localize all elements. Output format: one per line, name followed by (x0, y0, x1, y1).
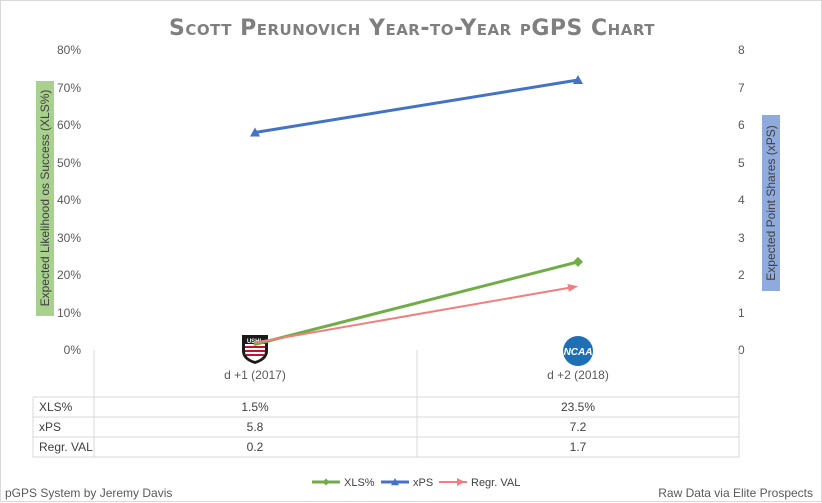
right-tick: 5 (738, 156, 745, 170)
legend-label-xls: XLS% (344, 477, 375, 489)
data-point-xls (573, 256, 583, 267)
left-tick: 80% (57, 43, 81, 57)
right-tick: 3 (738, 231, 745, 245)
table-cell: 5.8 (247, 420, 264, 434)
footer-credit-right: Raw Data via Elite Prospects (658, 486, 813, 500)
category-label: d +2 (2018) (547, 368, 609, 382)
left-tick: 60% (57, 118, 81, 132)
left-tick: 40% (57, 193, 81, 207)
right-tick: 0 (738, 343, 745, 357)
right-tick: 8 (738, 43, 745, 57)
left-y-ticks: 0% 10% 20% 30% 40% 50% 60% 70% 80% (57, 43, 81, 357)
left-tick: 20% (57, 268, 81, 282)
left-tick: 10% (57, 306, 81, 320)
table-cell: 0.2 (247, 440, 264, 454)
left-tick: 0% (64, 343, 82, 357)
table-row-label: XLS% (39, 400, 73, 414)
series-line-xps (253, 78, 580, 134)
data-table-grid (32, 350, 740, 458)
left-axis-title: Expected Likelihood os Success (XLS%) (38, 90, 52, 307)
data-point-xps (250, 127, 260, 137)
legend-label-xps: xPS (413, 477, 433, 489)
legend-marker-xls (322, 478, 330, 486)
table-row-label: Regr. VAL (39, 440, 93, 454)
series-line-xls (253, 260, 580, 346)
right-tick: 6 (738, 118, 745, 132)
right-tick: 1 (738, 306, 745, 320)
right-tick: 7 (738, 81, 745, 95)
legend-marker-regr-val (457, 478, 465, 486)
left-tick: 70% (57, 81, 81, 95)
footer-credit-left: pGPS System by Jeremy Davis (5, 486, 172, 500)
right-axis-title: Expected Point Shares (xPS) (764, 125, 778, 280)
legend-label-regr-val: Regr. VAL (471, 477, 520, 489)
series-line-regr-val (254, 286, 571, 344)
ushl-logo: USHL (242, 335, 268, 364)
chart-title: Scott Perunovich Year-to-Year pGPS Chart (169, 16, 655, 41)
table-cell: 23.5% (561, 400, 595, 414)
right-axis-title-box (762, 115, 780, 291)
right-tick: 4 (738, 193, 745, 207)
table-cell: 1.5% (241, 400, 269, 414)
left-tick: 50% (57, 156, 81, 170)
data-point-regr-val-arrow (567, 284, 578, 292)
table-cell: 1.7 (570, 440, 587, 454)
left-axis-title-box (36, 81, 54, 316)
right-tick: 2 (738, 268, 745, 282)
right-y-ticks: 0 1 2 3 4 5 6 7 8 (738, 43, 745, 357)
data-point-xps (573, 75, 583, 84)
legend-marker-xps (391, 478, 399, 486)
ncaa-logo: NCAA (563, 336, 593, 366)
table-row-label: xPS (39, 420, 61, 434)
category-label: d +1 (2017) (224, 368, 286, 382)
table-cell: 7.2 (570, 420, 587, 434)
ncaa-logo-text: NCAA (564, 347, 593, 358)
left-tick: 30% (57, 231, 81, 245)
legend: XLS% xPS Regr. VAL (312, 477, 520, 489)
